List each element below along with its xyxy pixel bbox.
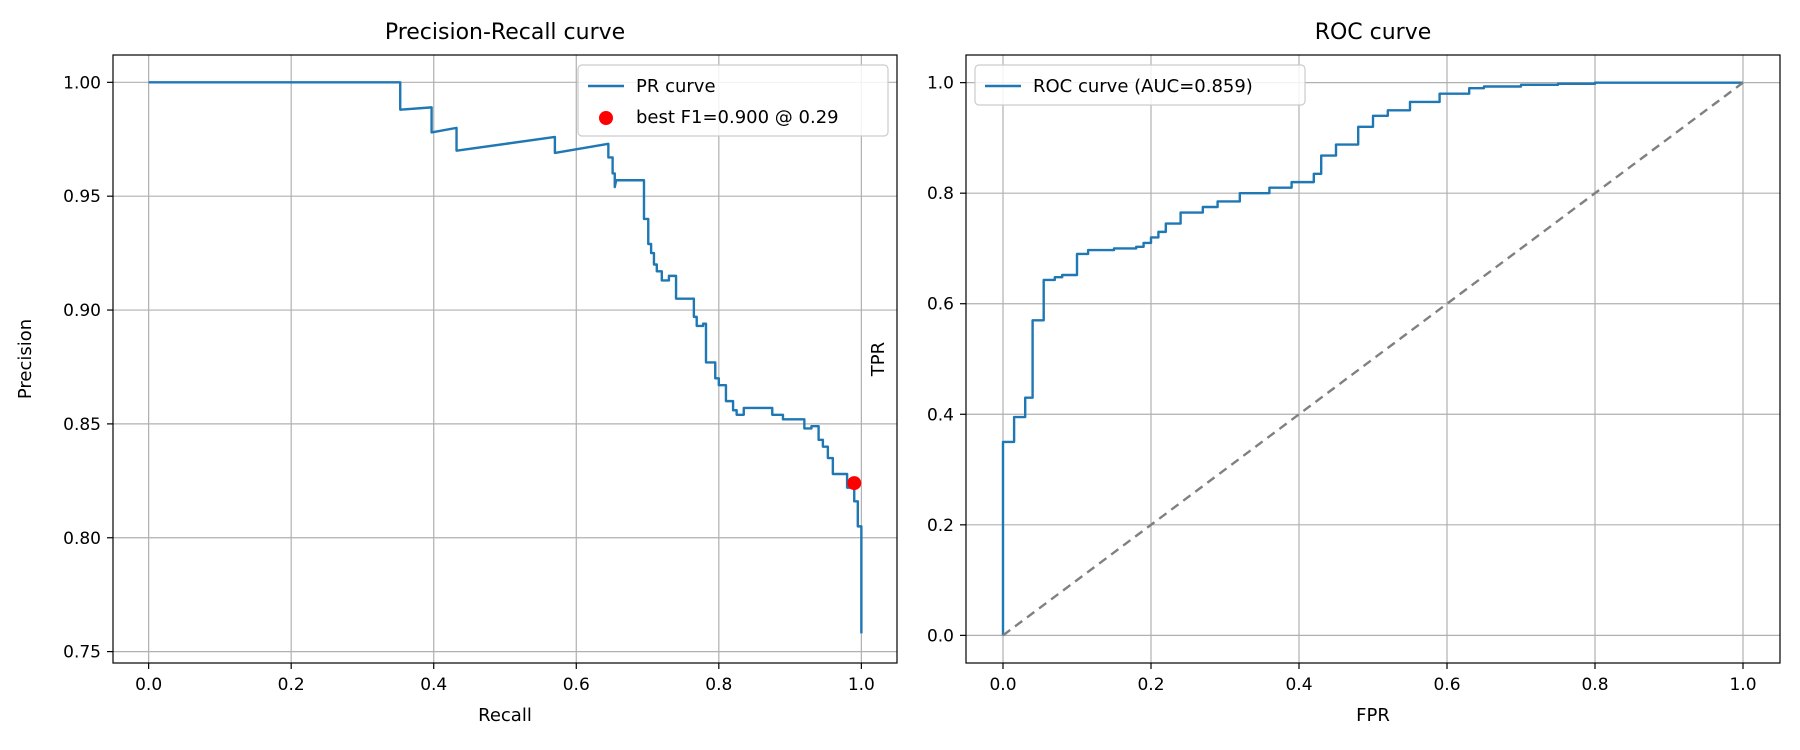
x-tick-label: 0.2 — [1137, 675, 1164, 695]
y-tick-label: 0.90 — [63, 301, 101, 321]
x-tick-label: 0.8 — [705, 675, 732, 695]
legend-box — [577, 64, 889, 137]
x-tick-label: 0.4 — [420, 675, 447, 695]
axes-frame — [965, 54, 1781, 664]
x-tick-label: 1.0 — [1729, 675, 1756, 695]
y-tick-label: 0.75 — [63, 643, 101, 663]
chart-title: ROC curve — [1315, 20, 1432, 45]
roc-curve-panel: 0.0 0.2 0.4 0.6 0.8 1.0 0.0 0.2 0.4 0.6 0.8 1.0 ROC … — [868, 20, 1781, 726]
y-tick-label: 1.00 — [63, 73, 101, 93]
series-line — [1001, 81, 1743, 636]
y-tick-label: 0.85 — [63, 415, 101, 435]
y-tick-label: 0.6 — [927, 295, 954, 315]
x-tick-label: 0.8 — [1581, 675, 1608, 695]
y-tick-label: 0.0 — [927, 626, 954, 646]
best-f1-point — [847, 476, 862, 491]
x-axis-label: FPR — [1356, 705, 1390, 726]
pr-curve-panel: 0.0 0.2 0.4 0.6 0.8 1.0 0.75 0.80 0.85 0.90 0.95 1.… — [15, 20, 898, 726]
x-tick-label: 0.6 — [563, 675, 590, 695]
series-line — [148, 81, 863, 634]
legend-label: best F1=0.900 @ 0.29 — [636, 107, 839, 128]
legend-marker-dot — [599, 111, 613, 125]
x-tick-label: 0.0 — [989, 675, 1016, 695]
chart-title: Precision-Recall curve — [385, 20, 625, 45]
x-tick-label: 1.0 — [848, 675, 875, 695]
chance-diagonal-line — [1002, 81, 1744, 637]
y-tick-label: 0.80 — [63, 529, 101, 549]
y-tick-label: 0.2 — [927, 516, 954, 536]
legend-box — [974, 64, 1306, 106]
y-axis-label: Precision — [15, 319, 36, 399]
legend: PR curve best F1=0.900 @ 0.29 — [577, 64, 889, 137]
y-axis-label: TPR — [868, 342, 889, 377]
y-tick-label: 0.4 — [927, 405, 954, 425]
y-tick-label: 1.0 — [927, 74, 954, 94]
x-tick-label: 0.4 — [1285, 675, 1312, 695]
legend: ROC curve (AUC=0.859) — [974, 64, 1306, 106]
y-tick-label: 0.8 — [927, 184, 954, 204]
x-tick-label: 0.6 — [1433, 675, 1460, 695]
legend-label: ROC curve (AUC=0.859) — [1033, 76, 1253, 97]
x-tick-label: 0.0 — [135, 675, 162, 695]
x-tick-label: 0.2 — [278, 675, 305, 695]
x-axis-label: Recall — [478, 705, 532, 726]
axes-frame — [112, 54, 898, 664]
y-tick-label: 0.95 — [63, 187, 101, 207]
legend-label: PR curve — [636, 76, 716, 97]
